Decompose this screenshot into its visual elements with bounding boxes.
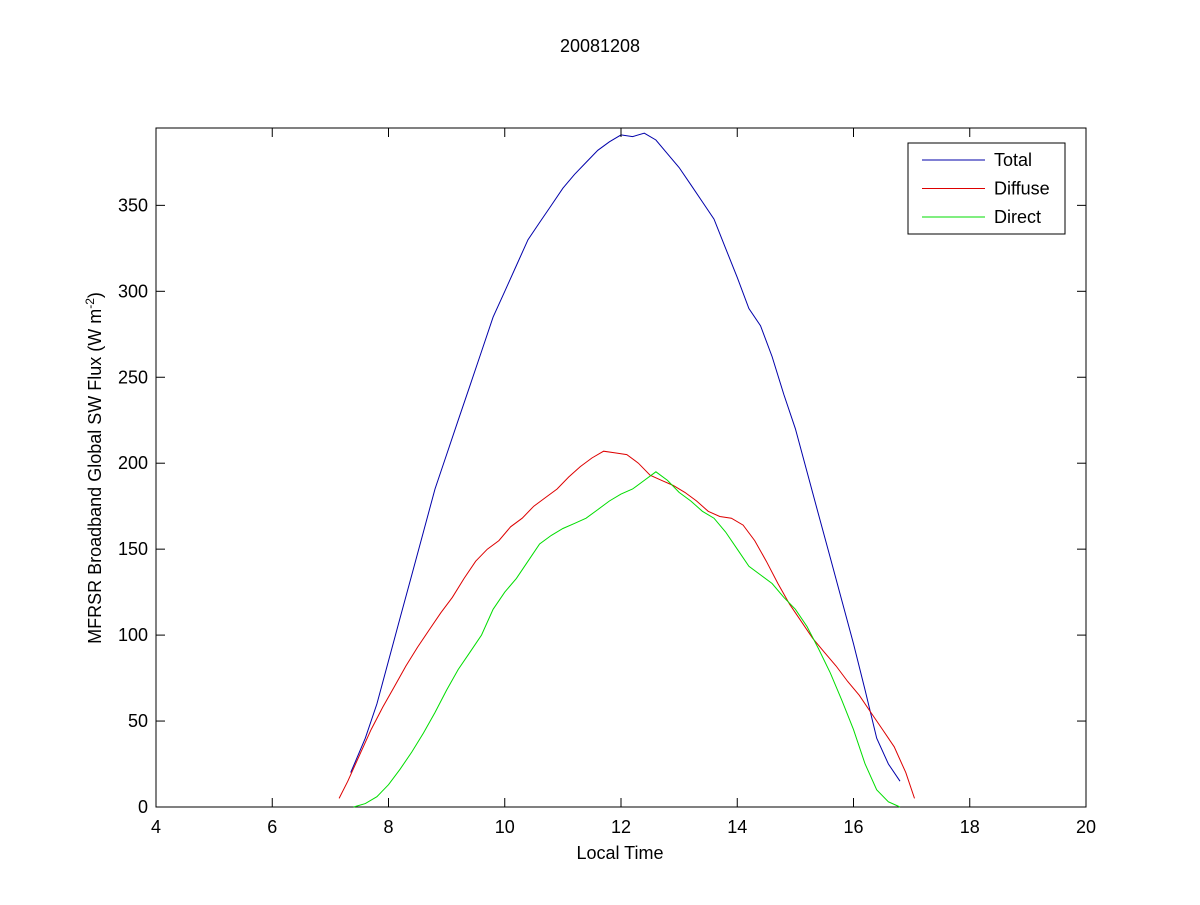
x-tick-label: 20 — [1076, 817, 1096, 837]
y-tick-label: 50 — [128, 711, 148, 731]
y-axis-label-superscript: -2 — [83, 298, 97, 309]
y-tick-label: 0 — [138, 797, 148, 817]
y-tick-label: 350 — [118, 195, 148, 215]
y-tick-label: 200 — [118, 453, 148, 473]
plot-frame — [155, 127, 1087, 808]
y-axis-label: MFRSR Broadband Global SW Flux (W m-2) — [83, 292, 105, 644]
y-tick-label: 100 — [118, 625, 148, 645]
series-line-diffuse — [338, 450, 915, 799]
y-tick-label: 300 — [118, 281, 148, 301]
series-layer — [338, 132, 915, 808]
x-tick-label: 10 — [495, 817, 515, 837]
series-line-direct — [353, 471, 901, 808]
x-tick-label: 14 — [727, 817, 747, 837]
x-axis-label: Local Time — [576, 843, 663, 863]
y-tick-label: 150 — [118, 539, 148, 559]
x-tick-label: 18 — [960, 817, 980, 837]
x-tick-label: 6 — [267, 817, 277, 837]
y-axis-label-end: ) — [85, 292, 105, 298]
legend-label-total: Total — [994, 150, 1032, 170]
legend: Total Diffuse Direct — [907, 142, 1066, 235]
y-axis-label-main: MFRSR Broadband Global SW Flux (W m — [85, 309, 105, 644]
x-tick-label: 16 — [843, 817, 863, 837]
y-tick-label: 250 — [118, 367, 148, 387]
legend-label-direct: Direct — [994, 207, 1041, 227]
x-tick-label: 12 — [611, 817, 631, 837]
legend-label-diffuse: Diffuse — [994, 179, 1050, 199]
chart-title: 20081208 — [560, 36, 640, 56]
series-line-total — [350, 132, 901, 782]
x-tick-label: 8 — [383, 817, 393, 837]
x-tick-label: 4 — [151, 817, 161, 837]
